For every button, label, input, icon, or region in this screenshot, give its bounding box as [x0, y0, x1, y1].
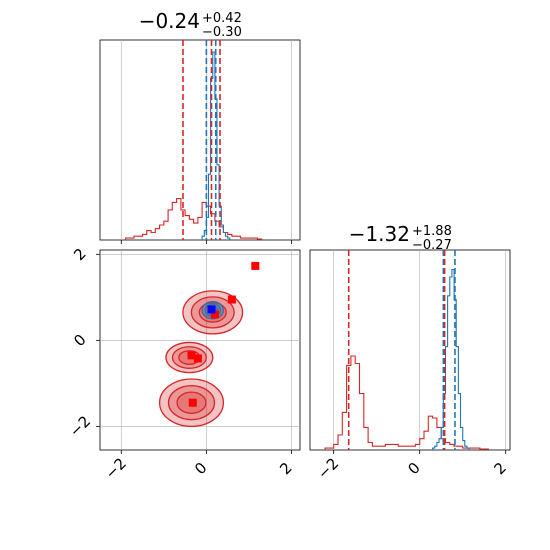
panel-bottom-left-ytick-label: 0	[70, 331, 89, 350]
panel-bottom-left-ytick-label: −2	[66, 412, 94, 440]
panel-top-left-frame	[99, 39, 301, 241]
panel-bottom-right-xtick-label: 2	[490, 459, 509, 478]
panel-bottom-right-histograms	[324, 268, 490, 450]
panel-bottom-left-marker-5	[193, 354, 202, 363]
panel-bottom-right-ticks: −2 0 2	[314, 450, 510, 483]
panel-bottom-left-grid	[100, 250, 300, 450]
panel-bottom-left-xtick-label: 2	[276, 459, 295, 478]
panel-top-left: −0.24 +0.42 −0.30	[99, 9, 301, 244]
panel-top-left-ticks	[120, 240, 292, 244]
panel-bottom-right: −2 0 2 −1.32 +1.88 −0.27	[309, 222, 511, 483]
panel-bottom-left-xtick-label: 0	[191, 459, 210, 478]
panel-bottom-left-ytick-label: 2	[70, 245, 89, 264]
panel-bottom-left-marker-4	[187, 351, 196, 360]
panel-bottom-right-title-value: −1.32	[349, 222, 410, 246]
panel-bottom-right-title-lower: −0.27	[412, 238, 452, 253]
panel-top-left-title-upper: +0.42	[202, 11, 242, 26]
panel-bottom-right-title-upper: +1.88	[412, 224, 452, 239]
panel-bottom-left-marker-2	[210, 310, 219, 319]
panel-bottom-right-quantile-lines	[347, 250, 456, 450]
panel-top-left-title-lower: −0.30	[202, 25, 242, 40]
panel-top-left-title-value: −0.24	[139, 9, 200, 33]
panel-bottom-left-marker-1	[227, 295, 236, 304]
panel-bottom-right-xtick-label: 0	[404, 459, 423, 478]
panel-top-left-quantile-lines	[182, 40, 221, 240]
panel-bottom-left: −2 0 2 −2 0 2	[66, 245, 301, 483]
panel-bottom-left-markers	[187, 261, 260, 407]
panel-bottom-right-hist-series-1	[432, 268, 470, 450]
panel-bottom-right-frame	[309, 249, 511, 451]
panel-bottom-left-marker-3	[207, 305, 216, 314]
panel-bottom-right-xtick-label: −2	[314, 454, 342, 482]
panel-bottom-right-hist-series-0	[324, 355, 490, 450]
panel-bottom-right-grid	[333, 250, 506, 450]
panel-bottom-left-xtick-label: −2	[102, 454, 130, 482]
panel-bottom-left-marker-0	[251, 261, 260, 270]
panel-bottom-left-frame	[99, 249, 301, 451]
panel-top-left-hist-series-0	[124, 198, 263, 240]
panel-bottom-left-marker-6	[188, 398, 197, 407]
